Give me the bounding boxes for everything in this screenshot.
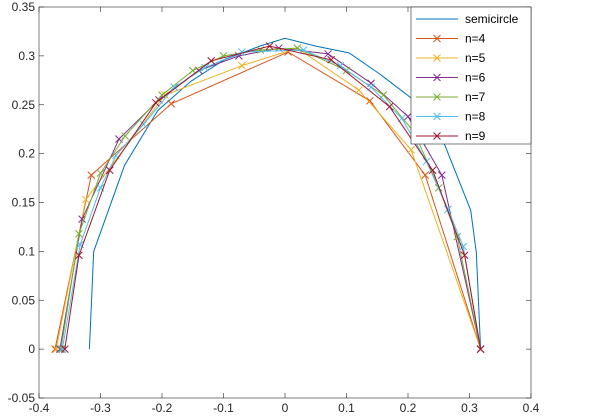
data-point-marker bbox=[207, 56, 216, 65]
x-tick-label: 0 bbox=[282, 401, 289, 415]
legend-entry: n=4 bbox=[416, 32, 486, 46]
series-semicircle bbox=[88, 37, 482, 350]
data-point-marker bbox=[151, 98, 160, 107]
data-point-marker bbox=[437, 171, 446, 179]
y-tick-label: 0.35 bbox=[12, 0, 36, 14]
y-tick-label: 0.2 bbox=[18, 147, 35, 161]
y-tick-label: 0.15 bbox=[12, 196, 36, 210]
data-point-marker bbox=[265, 42, 274, 50]
data-point-marker bbox=[404, 112, 412, 121]
data-point-marker bbox=[87, 171, 96, 179]
data-point-marker bbox=[299, 46, 308, 54]
data-point-marker bbox=[78, 215, 86, 223]
legend-marker-sample bbox=[433, 112, 441, 121]
data-point-marker bbox=[459, 242, 468, 251]
data-point-marker bbox=[421, 171, 430, 179]
series-line bbox=[88, 37, 482, 350]
x-tick-label: 0.1 bbox=[338, 401, 355, 415]
x-tick-label: -0.1 bbox=[213, 401, 234, 415]
x-tick-label: -0.3 bbox=[90, 401, 111, 415]
data-point-marker bbox=[75, 229, 83, 238]
data-point-marker bbox=[327, 55, 335, 64]
legend-marker-sample bbox=[433, 132, 441, 140]
x-tick-label: -0.4 bbox=[29, 401, 50, 415]
legend-entry: n=5 bbox=[416, 51, 486, 65]
data-point-marker bbox=[81, 195, 90, 204]
data-point-marker bbox=[238, 61, 246, 70]
legend-label: semicircle bbox=[465, 12, 519, 26]
data-point-marker bbox=[428, 166, 437, 175]
legend-entry: semicircle bbox=[416, 12, 519, 26]
legend-marker-sample bbox=[433, 93, 441, 101]
data-point-marker bbox=[105, 166, 114, 175]
data-point-marker bbox=[354, 86, 363, 94]
y-tick-label: 0.25 bbox=[12, 98, 36, 112]
data-point-marker bbox=[121, 132, 129, 140]
y-tick-label: 0.1 bbox=[18, 244, 35, 258]
legend-marker-sample bbox=[433, 73, 441, 82]
series-layer bbox=[51, 37, 485, 353]
legend-marker-sample bbox=[433, 54, 441, 62]
data-point-marker bbox=[407, 145, 415, 154]
legend-label: n=6 bbox=[465, 71, 486, 85]
data-point-marker bbox=[238, 48, 246, 56]
legend-marker-sample bbox=[433, 34, 441, 43]
legend: semicircle n=4 n=5 n=6 n=7 n=8 n=9 bbox=[410, 6, 532, 145]
legend-entry: n=6 bbox=[416, 71, 486, 85]
y-tick-label: 0.05 bbox=[12, 293, 36, 307]
data-point-marker bbox=[476, 345, 485, 353]
data-point-marker bbox=[385, 102, 394, 111]
legend-label: n=5 bbox=[465, 51, 486, 65]
data-point-marker bbox=[324, 50, 332, 58]
data-point-marker bbox=[170, 83, 179, 92]
data-point-marker bbox=[96, 169, 105, 178]
legend-label: n=9 bbox=[465, 129, 486, 143]
legend-label: n=7 bbox=[465, 90, 486, 104]
data-point-marker bbox=[139, 120, 148, 129]
data-point-marker bbox=[60, 345, 69, 353]
data-point-marker bbox=[201, 63, 209, 72]
data-point-marker bbox=[366, 96, 374, 105]
legend-entry: n=7 bbox=[416, 90, 486, 104]
legend-entry: n=8 bbox=[416, 110, 486, 124]
legend-entry: n=9 bbox=[416, 129, 486, 143]
data-point-marker bbox=[336, 61, 345, 70]
data-point-marker bbox=[460, 251, 469, 260]
data-point-marker bbox=[57, 345, 65, 353]
legend-box bbox=[410, 6, 532, 145]
series-n-9 bbox=[60, 42, 485, 353]
data-point-marker bbox=[158, 91, 166, 99]
data-point-marker bbox=[75, 251, 83, 260]
data-point-marker bbox=[444, 205, 452, 214]
data-point-marker bbox=[167, 99, 176, 108]
y-tick-label: 0 bbox=[28, 342, 35, 356]
y-tick-label: -0.05 bbox=[8, 391, 36, 405]
y-tick-label: 0.3 bbox=[18, 49, 35, 63]
x-tick-label: 0.2 bbox=[400, 401, 417, 415]
x-tick-label: 0.4 bbox=[523, 401, 540, 415]
legend-label: n=4 bbox=[465, 32, 486, 46]
legend-label: n=8 bbox=[465, 110, 486, 124]
x-tick-label: 0.3 bbox=[461, 401, 478, 415]
x-tick-label: -0.2 bbox=[152, 401, 173, 415]
tick-layer: -0.4 -0.3 -0.2 -0.1 0 0.1 0.2 0.3 0.4 -0.05 0 0.05 0… bbox=[8, 0, 540, 415]
